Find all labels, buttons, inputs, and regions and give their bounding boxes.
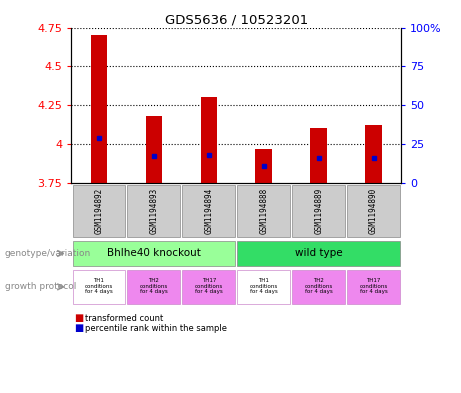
Text: transformed count: transformed count <box>85 314 164 323</box>
Bar <box>292 185 345 237</box>
Bar <box>201 97 217 183</box>
Bar <box>347 185 400 237</box>
Bar <box>91 35 107 183</box>
Text: wild type: wild type <box>295 248 343 258</box>
Bar <box>237 270 290 304</box>
Text: Bhlhe40 knockout: Bhlhe40 knockout <box>107 248 201 258</box>
Bar <box>292 270 345 304</box>
Bar <box>366 125 382 183</box>
Bar <box>72 270 125 304</box>
Text: TH2
conditions
for 4 days: TH2 conditions for 4 days <box>140 278 168 294</box>
Text: ■: ■ <box>74 313 83 323</box>
Text: TH2
conditions
for 4 days: TH2 conditions for 4 days <box>305 278 333 294</box>
Bar <box>128 270 180 304</box>
Text: TH1
conditions
for 4 days: TH1 conditions for 4 days <box>249 278 278 294</box>
Bar <box>72 241 235 266</box>
Text: genotype/variation: genotype/variation <box>5 249 91 258</box>
Bar <box>72 185 125 237</box>
Bar <box>183 270 235 304</box>
Bar <box>255 149 272 183</box>
Bar <box>237 185 290 237</box>
Text: ■: ■ <box>74 323 83 333</box>
Bar <box>237 241 400 266</box>
Text: GSM1194892: GSM1194892 <box>95 188 103 234</box>
Text: GSM1194889: GSM1194889 <box>314 188 323 234</box>
Text: TH17
conditions
for 4 days: TH17 conditions for 4 days <box>360 278 388 294</box>
Bar <box>347 270 400 304</box>
Bar <box>183 185 235 237</box>
Title: GDS5636 / 10523201: GDS5636 / 10523201 <box>165 13 308 26</box>
Text: GSM1194890: GSM1194890 <box>369 188 378 234</box>
Text: GSM1194893: GSM1194893 <box>149 188 159 234</box>
Text: GSM1194888: GSM1194888 <box>259 188 268 234</box>
Text: TH17
conditions
for 4 days: TH17 conditions for 4 days <box>195 278 223 294</box>
Bar <box>310 129 327 183</box>
Text: TH1
conditions
for 4 days: TH1 conditions for 4 days <box>85 278 113 294</box>
Text: percentile rank within the sample: percentile rank within the sample <box>85 324 227 332</box>
Text: GSM1194894: GSM1194894 <box>204 188 213 234</box>
Bar <box>146 116 162 183</box>
Bar <box>128 185 180 237</box>
Text: growth protocol: growth protocol <box>5 283 76 291</box>
